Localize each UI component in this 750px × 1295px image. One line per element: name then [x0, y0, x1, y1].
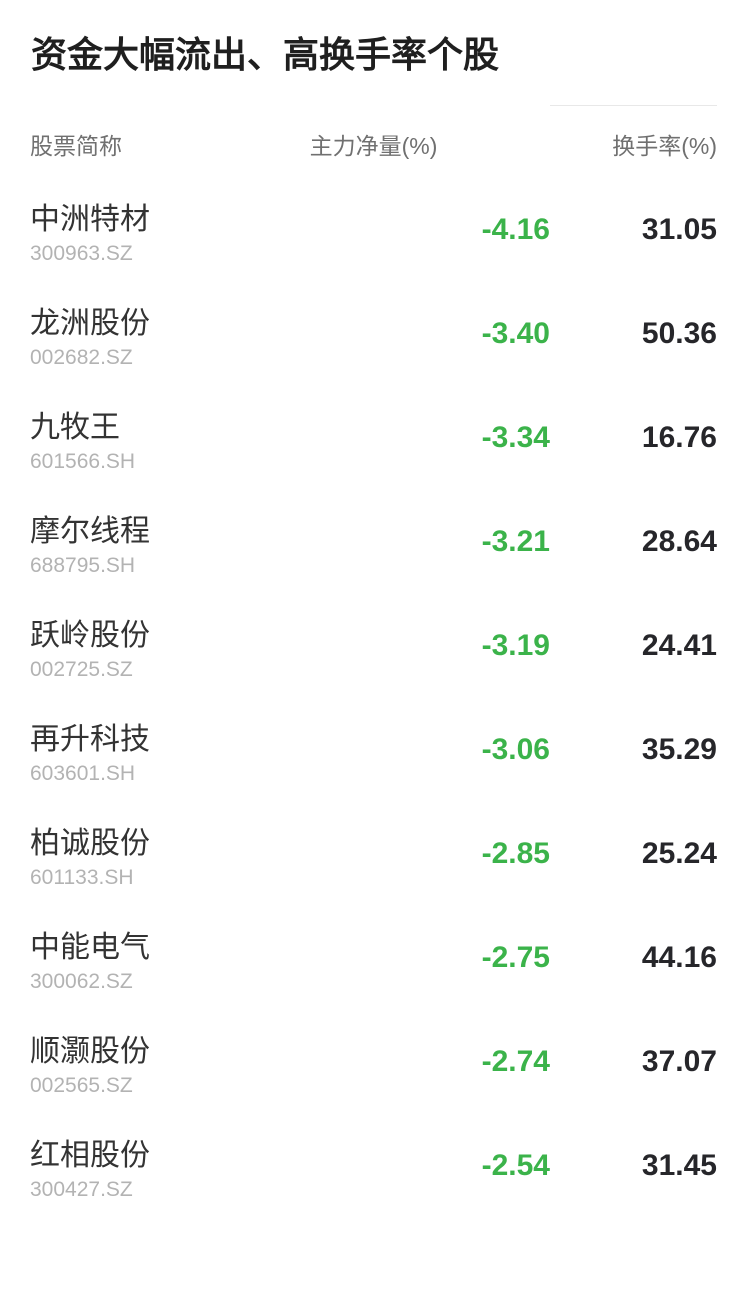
stock-code: 601566.SH — [30, 449, 136, 473]
turnover-rate-value: 35.29 — [641, 733, 717, 766]
header-turnover-rate: 换手率(%) — [612, 133, 717, 159]
main-net-volume-value: -3.06 — [481, 733, 550, 766]
turnover-rate-value: 44.16 — [641, 941, 717, 974]
header-main-net-volume: 主力净量(%) — [309, 133, 438, 159]
turnover-rate-value: 31.45 — [641, 1149, 717, 1182]
table-row[interactable]: 红相股份 300427.SZ -2.54 31.45 — [0, 1118, 750, 1222]
stock-code: 688795.SH — [30, 553, 136, 577]
table-row[interactable]: 柏诚股份 601133.SH -2.85 25.24 — [0, 806, 750, 910]
main-net-volume-value: -2.85 — [481, 837, 550, 870]
main-net-volume-value: -4.16 — [481, 213, 550, 246]
table-row[interactable]: 摩尔线程 688795.SH -3.21 28.64 — [0, 494, 750, 598]
stock-name: 再升科技 — [30, 722, 150, 756]
table-row[interactable]: 顺灏股份 002565.SZ -2.74 37.07 — [0, 1014, 750, 1118]
turnover-rate-value: 25.24 — [641, 837, 717, 870]
turnover-rate-value: 16.76 — [641, 421, 717, 454]
stock-name: 摩尔线程 — [30, 514, 150, 548]
stock-name: 柏诚股份 — [30, 826, 150, 860]
stock-code: 002725.SZ — [30, 657, 133, 681]
stock-code: 300963.SZ — [30, 241, 133, 265]
stock-ranking-page: 资金大幅流出、高换手率个股 股票简称 主力净量(%) 换手率(%) 中洲特材 3… — [0, 33, 750, 1295]
header-stock-name: 股票简称 — [30, 133, 122, 159]
stock-name: 中能电气 — [30, 930, 150, 964]
stock-code: 603601.SH — [30, 761, 136, 785]
table-row[interactable]: 龙洲股份 002682.SZ -3.40 50.36 — [0, 286, 750, 390]
main-net-volume-value: -2.74 — [481, 1045, 550, 1078]
table-row[interactable]: 中能电气 300062.SZ -2.75 44.16 — [0, 910, 750, 1014]
stock-code: 002682.SZ — [30, 345, 133, 369]
turnover-column-divider — [550, 105, 717, 106]
turnover-rate-value: 50.36 — [641, 317, 717, 350]
stock-name: 龙洲股份 — [30, 306, 150, 340]
stock-code: 300427.SZ — [30, 1177, 133, 1201]
stock-code: 300062.SZ — [30, 969, 133, 993]
table-row[interactable]: 中洲特材 300963.SZ -4.16 31.05 — [0, 182, 750, 286]
stock-name: 红相股份 — [30, 1138, 150, 1172]
main-net-volume-value: -3.34 — [481, 421, 550, 454]
table-row[interactable]: 再升科技 603601.SH -3.06 35.29 — [0, 702, 750, 806]
main-net-volume-value: -2.54 — [481, 1149, 550, 1182]
table-row[interactable]: 跃岭股份 002725.SZ -3.19 24.41 — [0, 598, 750, 702]
table-body: 中洲特材 300963.SZ -4.16 31.05 龙洲股份 002682.S… — [0, 182, 750, 1222]
main-net-volume-value: -3.19 — [481, 629, 550, 662]
main-net-volume-value: -3.40 — [481, 317, 550, 350]
main-net-volume-value: -2.75 — [481, 941, 550, 974]
table-header-row: 股票简称 主力净量(%) 换手率(%) — [0, 106, 750, 182]
stock-name: 顺灏股份 — [30, 1034, 150, 1068]
stock-name: 跃岭股份 — [30, 618, 150, 652]
turnover-rate-value: 37.07 — [641, 1045, 717, 1078]
stock-name: 中洲特材 — [30, 202, 150, 236]
turnover-rate-value: 24.41 — [641, 629, 717, 662]
stock-name: 九牧王 — [30, 410, 120, 444]
stock-code: 002565.SZ — [30, 1073, 133, 1097]
main-net-volume-value: -3.21 — [481, 525, 550, 558]
turnover-rate-value: 31.05 — [641, 213, 717, 246]
page-title: 资金大幅流出、高换手率个股 — [31, 34, 500, 75]
stock-code: 601133.SH — [30, 865, 134, 889]
table-row[interactable]: 九牧王 601566.SH -3.34 16.76 — [0, 390, 750, 494]
turnover-rate-value: 28.64 — [641, 525, 717, 558]
